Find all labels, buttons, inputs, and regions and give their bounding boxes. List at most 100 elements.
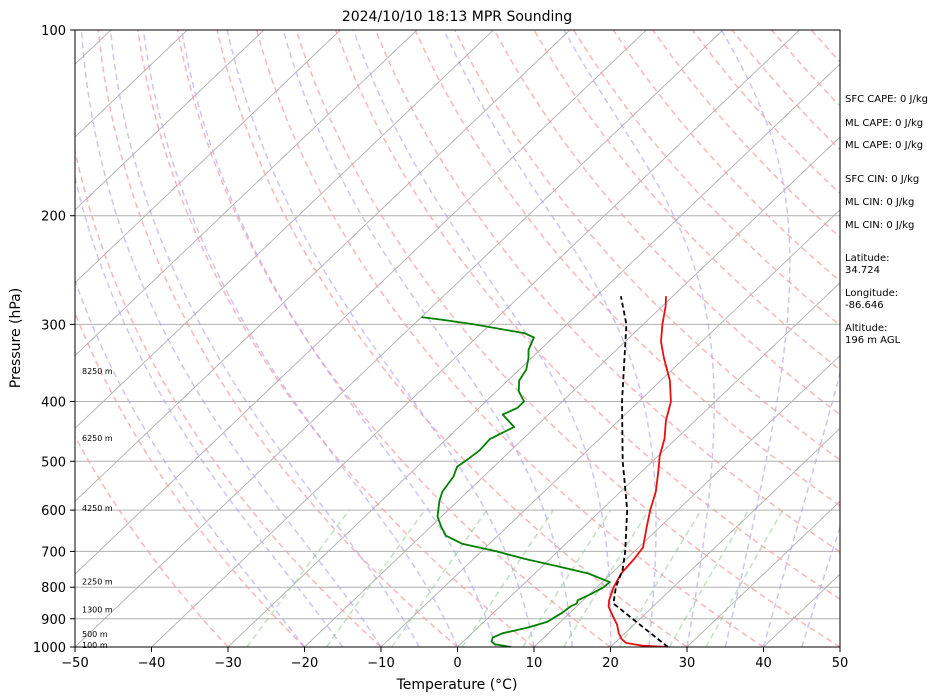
moist-adiabat [142,30,459,647]
dry-adiabat [612,30,840,283]
y-tick-label: 900 [41,613,66,628]
height-labels: 8250 m 6250 m 4250 m 2250 m 1300 m 500 m 100 m [82,367,113,650]
x-tick-label: 0 [453,656,461,671]
isotherm-gridline [75,30,724,647]
dry-adiabat [75,147,382,647]
dry-adiabat [493,30,840,416]
moist-adiabat [75,278,306,647]
info-panel-entry: ML CAPE: 0 J/kg [845,140,923,151]
isotherm-gridline [227,63,840,647]
y-tick-label: 200 [41,210,66,225]
mixing-ratio-line [325,509,426,647]
dry-adiabat [176,30,611,647]
x-tick-label: −10 [367,656,394,671]
x-tick-label: 10 [526,656,543,671]
isotherm-gridline [533,354,840,647]
moist-adiabat [80,30,382,647]
x-tick-label: 20 [602,656,619,671]
parcel-trace [612,296,669,647]
isotherm-gridline [75,30,341,284]
mixing-ratio-line [705,509,784,647]
x-tick-label: −30 [214,656,241,671]
moist-adiabat [109,30,420,647]
y-tick-label: 800 [41,581,66,596]
dry-adiabat [216,30,688,647]
dewpoint-trace [421,316,611,647]
info-panel-entry: SFC CAPE: 0 J/kg [845,94,928,105]
x-tick-label: 50 [832,656,849,671]
chart-title: 2024/10/10 18:13 MPR Sounding [342,9,572,25]
info-panel-entry: ML CIN: 0 J/kg [845,197,914,208]
info-panel-entry: ML CAPE: 0 J/kg [845,118,923,129]
isotherm-gridline [75,30,188,138]
mixing-ratio-line [668,509,750,647]
isotherm-gridline [75,30,571,502]
y-tick-label: 500 [41,455,66,470]
dry-adiabat [75,310,306,647]
isotherm-gridline [75,30,647,575]
dry-adiabat [572,30,840,327]
y-axis: 100 200 300 400 500 600 700 800 900 1000 [33,24,75,656]
height-label: 500 m [82,630,108,639]
height-label: 1300 m [82,606,113,615]
isotherm-gridline [610,427,840,647]
x-tick-label: −20 [291,656,318,671]
y-tick-label: 1000 [33,641,66,656]
moist-adiabat [801,525,840,647]
dry-adiabat [136,30,535,647]
mixing-ratio-line [618,509,702,647]
height-label: 4250 m [82,504,113,513]
mixing-ratio-line [522,509,612,647]
mixing-ratio-line [461,509,554,647]
background-lines [75,30,840,647]
x-tick-label: 30 [679,656,696,671]
y-axis-label: Pressure (hPa) [8,288,24,388]
dry-adiabat [255,30,764,647]
height-label: 100 m [82,641,108,650]
moist-adiabat [762,370,840,647]
height-label: 2250 m [82,577,113,586]
info-panel-entry: ML CIN: 0 J/kg [845,220,914,231]
dry-adiabat [374,30,840,553]
dry-adiabat [454,30,840,461]
moist-adiabat [75,174,344,647]
dry-adiabat [97,30,458,647]
sounding-traces [421,296,672,647]
info-panel: SFC CAPE: 0 J/kg ML CAPE: 0 J/kg ML CAPE: … [845,94,928,346]
moist-adiabat [443,30,657,647]
mixing-ratio-line [246,509,350,647]
isotherm-gridline [75,30,418,357]
y-tick-label: 700 [41,545,66,560]
x-tick-label: −50 [61,656,88,671]
temperature-trace [607,296,672,647]
mixing-ratio-line [391,509,488,647]
info-panel-entry: Latitude: 34.724 [845,253,890,276]
info-panel-entry: Longitude: -86.646 [845,288,898,311]
x-tick-label: −40 [138,656,165,671]
dry-adiabat [335,30,840,601]
height-label: 6250 m [82,434,113,443]
info-panel-entry: SFC CIN: 0 J/kg [845,174,919,185]
mixing-ratio-line [562,509,650,647]
isotherm-gridline [75,30,494,430]
isotherm-gridline [304,136,840,647]
isotherm-gridline [686,500,840,647]
y-tick-label: 300 [41,318,66,333]
x-axis-label: Temperature (°C) [396,677,518,693]
moist-adiabat [180,30,497,647]
y-tick-label: 400 [41,395,66,410]
dry-adiabat [75,434,229,647]
height-label: 8250 m [82,367,113,376]
dry-adiabat [295,30,840,647]
dry-adiabat [533,30,840,371]
x-tick-label: 40 [755,656,772,671]
moist-adiabat [352,30,612,647]
y-tick-label: 100 [41,24,66,39]
info-panel-entry: Altitude: 196 m AGL [845,323,901,346]
x-axis: −50 −40 −30 −20 −10 0 10 20 30 40 50 [61,647,848,671]
dry-adiabat [414,30,840,507]
moist-adiabat [282,30,574,647]
isotherm-gridline [457,282,840,647]
y-tick-label: 600 [41,504,66,519]
